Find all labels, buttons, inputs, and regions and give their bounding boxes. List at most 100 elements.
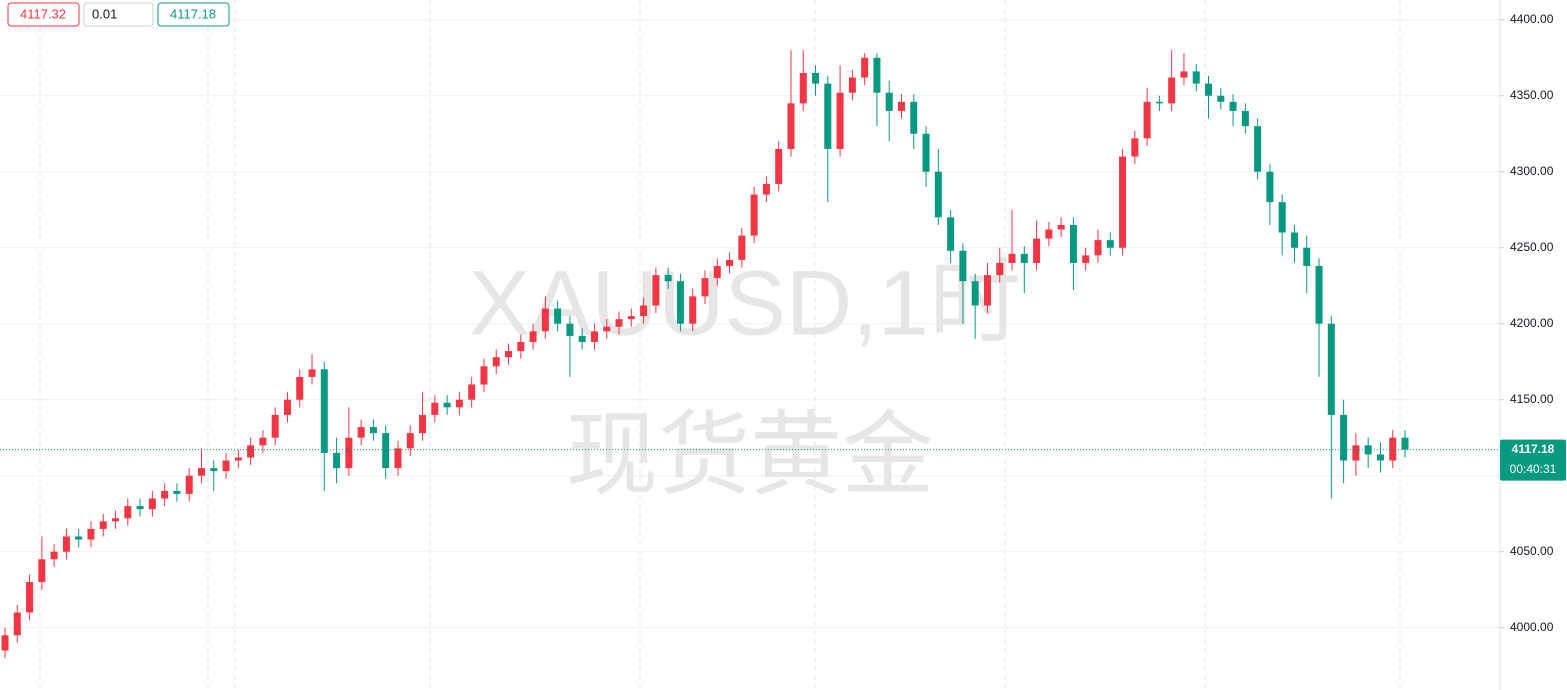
candle-body — [541, 308, 549, 332]
candle-body — [148, 498, 156, 510]
candle-body — [296, 376, 304, 400]
candle-body — [492, 357, 500, 367]
candle-body — [934, 171, 942, 218]
y-tick-label: 4050.00 — [1510, 544, 1554, 558]
candle-body — [222, 460, 230, 472]
candle-body — [517, 341, 525, 352]
sell-box[interactable] — [7, 2, 80, 27]
candle-body — [443, 402, 451, 408]
candle-body — [1352, 445, 1360, 461]
candle-body — [283, 399, 291, 415]
candle-body — [848, 77, 856, 93]
spread[interactable]: 0.01 — [92, 6, 117, 21]
y-tick-label: 4150.00 — [1510, 392, 1554, 406]
candle-body — [947, 217, 955, 251]
candle-body — [1192, 71, 1200, 84]
candle-body — [1143, 101, 1151, 139]
candle-body — [1, 635, 9, 651]
candle-body — [1155, 101, 1163, 104]
candle-body — [983, 275, 991, 306]
candle-body — [603, 326, 611, 332]
candle-body — [87, 528, 95, 540]
candle-body — [1401, 437, 1409, 450]
candle-body — [431, 402, 439, 415]
candle-body — [1217, 95, 1225, 102]
candle-body — [627, 316, 635, 320]
candle-body — [713, 265, 721, 279]
candle-body — [382, 433, 390, 469]
candle-body — [1069, 224, 1077, 263]
candle-body — [505, 351, 513, 358]
candle-body — [824, 83, 832, 149]
candle-body — [308, 369, 316, 377]
y-tick-label: 4000.00 — [1510, 620, 1554, 634]
candle-body — [554, 308, 562, 324]
candle-body — [836, 92, 844, 149]
candle-body — [1315, 265, 1323, 324]
watermark-subtitle: 现货黄金 — [566, 404, 934, 506]
candle-body — [1266, 171, 1274, 203]
sell-price[interactable]: 4117.32 — [20, 6, 66, 21]
candle-body — [1008, 253, 1016, 263]
candle-body — [799, 72, 807, 104]
candle-body — [357, 427, 365, 438]
candle-body — [885, 92, 893, 111]
candle-body — [812, 72, 820, 84]
candle-body — [1278, 202, 1286, 233]
candle-body — [1229, 101, 1237, 111]
y-tick-label: 4400.00 — [1510, 12, 1554, 26]
price-tag-value: 4117.18 — [1512, 442, 1555, 456]
candle-body — [173, 490, 181, 494]
countdown: 00:40:31 — [1510, 462, 1557, 476]
candle-body — [136, 506, 144, 510]
candle-body — [873, 57, 881, 93]
candle-body — [566, 323, 574, 336]
candle-body — [406, 433, 414, 449]
buy-price[interactable]: 4117.18 — [170, 6, 216, 21]
candle-body — [664, 275, 672, 282]
candle-body — [726, 259, 734, 266]
candle-body — [50, 551, 58, 560]
candle-body — [959, 250, 967, 282]
candle-body — [1033, 238, 1041, 263]
candle-body — [480, 366, 488, 385]
candle-body — [161, 490, 169, 499]
candle-body — [369, 427, 377, 434]
candle-body — [271, 414, 279, 438]
candle-body — [1290, 232, 1298, 248]
candle-body — [897, 101, 905, 111]
candle-body — [529, 331, 537, 342]
candle-body — [1340, 414, 1348, 461]
candle-body — [738, 235, 746, 260]
candle-body — [419, 414, 427, 434]
spread-box[interactable] — [83, 2, 154, 27]
candle-body — [787, 103, 795, 149]
candle-body — [1094, 240, 1102, 256]
candle-body — [62, 536, 70, 552]
candle-body — [615, 319, 623, 327]
candle-body — [394, 448, 402, 469]
candle-body — [210, 468, 218, 472]
candle-body — [345, 437, 353, 469]
candle-body — [676, 281, 684, 324]
candle-body — [590, 331, 598, 342]
candle-body — [38, 559, 46, 583]
watermark-title: XAUUSD,1时 — [469, 252, 1021, 354]
price-tag — [1500, 439, 1566, 481]
candle-body — [922, 133, 930, 172]
candle-body — [112, 518, 120, 522]
candle-body — [468, 384, 476, 400]
y-tick-label: 4200.00 — [1510, 316, 1554, 330]
buy-box[interactable] — [157, 2, 230, 27]
candle-body — [1082, 255, 1090, 263]
candle-body — [333, 452, 341, 469]
candle-body — [197, 468, 205, 476]
candle-body — [971, 281, 979, 306]
candle-body — [1045, 229, 1053, 239]
candle-body — [1180, 71, 1188, 78]
candle-body — [1131, 138, 1139, 157]
y-tick-label: 4250.00 — [1510, 240, 1554, 254]
candle-body — [910, 101, 918, 134]
